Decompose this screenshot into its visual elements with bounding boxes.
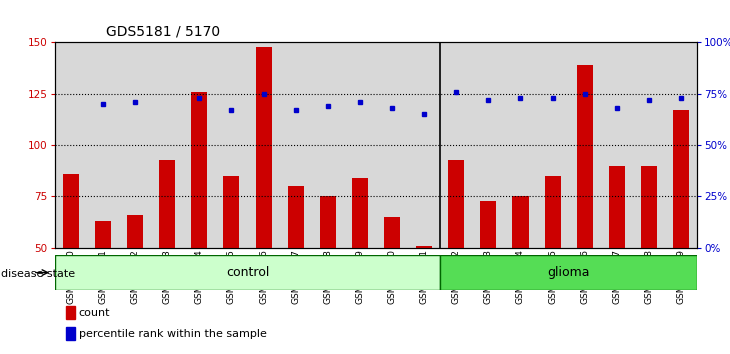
Bar (448, 160, 464, 350)
Bar (545, 176, 561, 350)
Bar (512, 196, 529, 350)
Text: GDS5181 / 5170: GDS5181 / 5170 (106, 25, 220, 39)
Text: glioma: glioma (548, 266, 590, 279)
Bar (87, 42, 119, 248)
Bar (151, 42, 183, 248)
Bar (440, 255, 697, 290)
Bar (408, 42, 440, 248)
Bar (280, 42, 312, 248)
Bar (537, 42, 569, 248)
Bar (376, 42, 408, 248)
Bar (159, 160, 175, 350)
Bar (191, 92, 207, 350)
Bar (95, 221, 111, 350)
Bar (63, 174, 79, 350)
Bar (55, 255, 440, 290)
Bar (633, 42, 665, 248)
Bar (416, 246, 432, 350)
Bar (55, 42, 87, 248)
Bar (577, 65, 593, 350)
Bar (665, 42, 697, 248)
Bar (312, 42, 344, 248)
Bar (215, 42, 247, 248)
Text: percentile rank within the sample: percentile rank within the sample (79, 329, 266, 339)
Bar (601, 42, 633, 248)
Bar (288, 186, 304, 350)
Bar (66, 306, 75, 319)
Bar (127, 215, 143, 350)
Bar (119, 42, 151, 248)
Bar (384, 217, 400, 350)
Text: disease state: disease state (1, 269, 76, 279)
Bar (569, 42, 601, 248)
Bar (480, 201, 496, 350)
Bar (183, 42, 215, 248)
Text: control: control (226, 266, 269, 279)
Bar (66, 327, 75, 340)
Bar (504, 42, 537, 248)
Text: count: count (79, 308, 110, 318)
Bar (223, 176, 239, 350)
Bar (344, 42, 376, 248)
Bar (255, 47, 272, 350)
Bar (641, 166, 657, 350)
Bar (673, 110, 689, 350)
Bar (320, 196, 336, 350)
Bar (247, 42, 280, 248)
Bar (472, 42, 504, 248)
Bar (440, 42, 472, 248)
Bar (609, 166, 625, 350)
Bar (352, 178, 368, 350)
